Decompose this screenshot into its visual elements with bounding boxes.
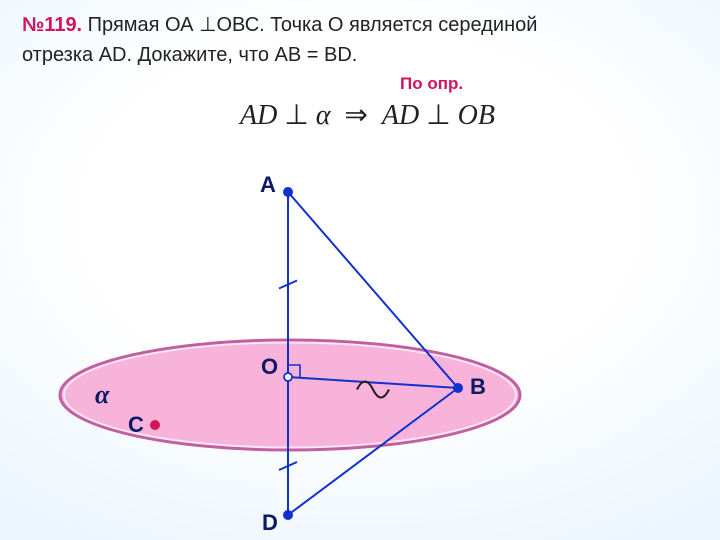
label-alpha: α — [95, 380, 109, 410]
label-b: B — [470, 374, 486, 400]
label-d: D — [262, 510, 278, 536]
diagram-svg — [0, 0, 720, 540]
label-a: A — [260, 172, 276, 198]
label-o: O — [261, 354, 278, 380]
label-c: C — [128, 412, 144, 438]
